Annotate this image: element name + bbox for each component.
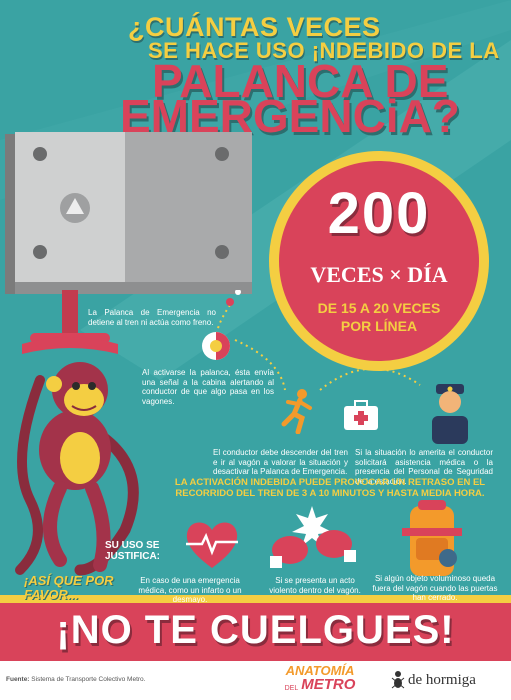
callout-text: ¡ASÍ QUE POR FAVOR... <box>24 573 114 602</box>
title-line-4: EMERGENCiA? <box>120 90 460 142</box>
title-line-3: PALANCA DE <box>152 55 449 107</box>
boxing-gloves-icon <box>270 506 356 568</box>
step-1-text: La Palanca de Emergencia no detiene al t… <box>88 308 216 327</box>
banner-bar <box>0 603 511 661</box>
stat-line-a: DE 15 A 20 VECES <box>317 300 441 316</box>
delay-note: LA ACTIVACIÓN INDEBIDA PUEDE PROVOCAR UN… <box>174 477 486 499</box>
step-2-text: Al activarse la palanca, ésta envía una … <box>142 368 274 406</box>
justify-case-2: Si se presenta un acto violento dentro d… <box>269 576 361 595</box>
logo-anatomia-del-metro: ANATOMÍA DEL METRO <box>270 664 370 692</box>
stat-number: 200 <box>327 181 431 246</box>
step-3-text: El conductor debe descender del tren e i… <box>213 448 348 477</box>
emergency-lever-illustration <box>5 132 252 354</box>
logo-de-hormiga: de hormiga <box>408 672 476 688</box>
process-dotted-path <box>215 290 421 391</box>
banner-text: ¡NO TE CUELGUES! <box>56 608 455 652</box>
stat-circle <box>269 151 489 371</box>
heart-rate-icon <box>186 522 238 568</box>
title-line-1: ¿CUÁNTAS VECES <box>128 12 381 42</box>
running-conductor-icon <box>281 389 312 434</box>
stat-unit: VECES × DÍA <box>310 262 448 287</box>
security-officer-icon <box>432 384 468 444</box>
justify-case-3: Si algún objeto voluminoso queda fuera d… <box>372 574 498 603</box>
justify-heading: SU USO SE JUSTIFICA: <box>105 540 160 562</box>
luggage-backpack-icon <box>402 500 462 576</box>
footer <box>0 661 511 700</box>
logo-anatomia-del: DEL <box>284 685 299 692</box>
source-text: Sistema de Transporte Colectivo Metro. <box>31 676 146 683</box>
first-aid-kit-icon <box>344 400 378 430</box>
stat-line-b: POR LÍNEA <box>340 318 418 334</box>
title-line-2: SE HACE USO ¡NDEBIDO DE LA <box>148 38 500 63</box>
source-line: Fuente: Sistema de Transporte Colectivo … <box>6 676 145 683</box>
ant-icon <box>391 671 405 689</box>
monkey-illustration <box>15 362 139 576</box>
logo-anatomia-top: ANATOMÍA <box>285 663 355 678</box>
alarm-light-icon <box>202 332 230 360</box>
justify-case-1: En caso de una emergencia médica, como u… <box>138 576 242 605</box>
source-label: Fuente: <box>6 676 30 683</box>
step-4-text: Si la situación lo amerita el conductor … <box>355 448 493 486</box>
logo-anatomia-bottom: METRO <box>301 676 356 693</box>
